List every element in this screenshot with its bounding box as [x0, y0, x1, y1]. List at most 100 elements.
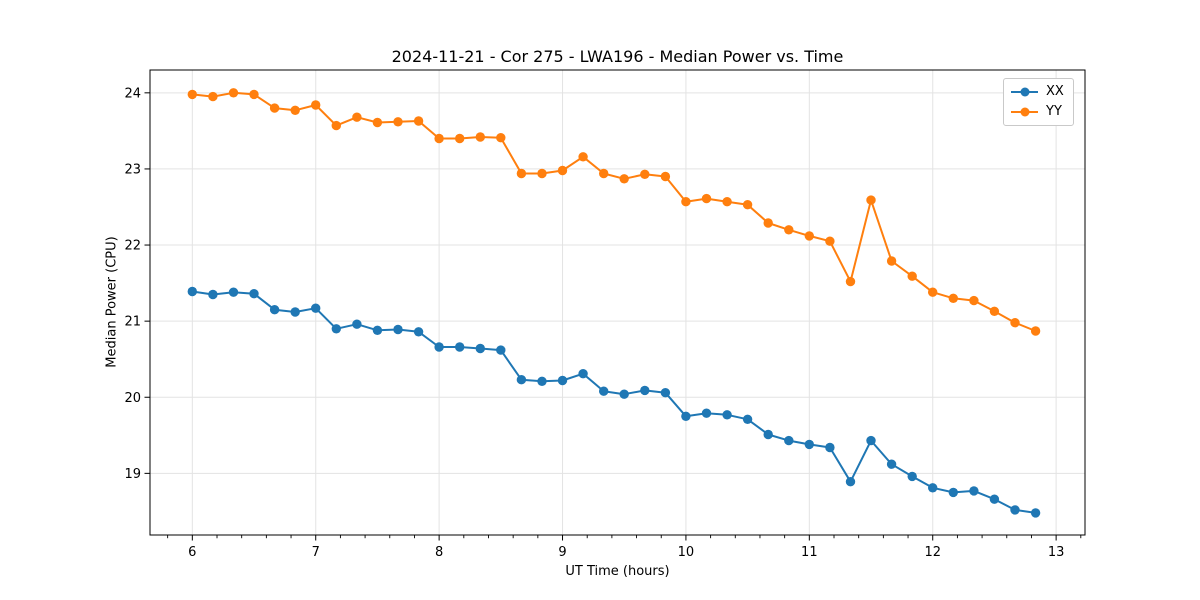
x-tick-label: 13 [1048, 545, 1065, 560]
data-point-XX [845, 477, 856, 487]
data-point-XX [393, 324, 403, 335]
y-tick-label: 21 [124, 315, 141, 330]
chart-title: 2024-11-21 - Cor 275 - LWA196 - Median P… [391, 47, 844, 66]
data-point-XX [640, 385, 650, 396]
data-point-XX [701, 408, 712, 418]
data-point-YY [989, 306, 1000, 316]
data-point-XX [886, 459, 897, 469]
data-point-YY [578, 152, 588, 162]
data-point-YY [331, 120, 341, 131]
data-point-XX [722, 410, 732, 420]
x-tick-label: 12 [924, 545, 941, 560]
data-point-YY [393, 117, 403, 127]
data-point-YY [886, 256, 897, 266]
data-point-YY [948, 293, 958, 303]
x-tick-label: 10 [678, 545, 695, 560]
data-point-XX [537, 376, 547, 386]
data-point-XX [784, 435, 794, 446]
data-point-YY [187, 89, 197, 100]
data-point-YY [496, 133, 506, 143]
data-point-YY [516, 168, 527, 179]
legend-label-YY: YY [1046, 104, 1062, 119]
data-point-YY [455, 133, 465, 144]
data-point-XX [269, 305, 280, 315]
data-point-XX [208, 289, 218, 300]
x-tick-label: 6 [188, 545, 196, 560]
y-tick-label: 24 [124, 86, 141, 101]
y-tick-label: 20 [124, 391, 141, 406]
data-point-XX [989, 494, 1000, 504]
data-point-XX [804, 439, 814, 450]
data-point-XX [578, 369, 588, 379]
data-point-YY [269, 103, 280, 113]
x-tick-label: 8 [435, 545, 443, 560]
data-point-YY [228, 88, 239, 98]
data-point-YY [722, 197, 732, 207]
data-point-YY [311, 100, 321, 110]
data-point-YY [1010, 318, 1020, 328]
data-point-XX [311, 303, 321, 313]
data-point-XX [763, 429, 773, 440]
data-point-XX [496, 345, 506, 355]
series-line-YY [192, 91, 1036, 332]
axes-spines [149, 69, 1086, 536]
data-point-XX [1030, 508, 1041, 518]
data-point-YY [208, 91, 218, 102]
data-point-XX [290, 307, 300, 317]
data-point-YY [249, 89, 259, 100]
data-point-XX [619, 389, 629, 399]
data-point-XX [742, 414, 753, 424]
data-point-YY [928, 287, 938, 297]
data-point-YY [599, 168, 609, 179]
data-point-XX [516, 375, 527, 385]
data-point-YY [413, 116, 424, 126]
data-point-XX [557, 375, 568, 386]
data-point-YY [640, 169, 650, 179]
data-point-XX [660, 388, 671, 398]
data-point-XX [413, 327, 424, 337]
data-point-XX [434, 342, 444, 352]
data-point-XX [681, 411, 691, 421]
data-point-YY [866, 195, 876, 205]
data-point-XX [455, 342, 465, 352]
x-tick-label: 11 [801, 545, 818, 560]
data-point-YY [681, 197, 691, 207]
data-point-XX [866, 435, 876, 446]
legend-item-XX: XX [1011, 84, 1064, 100]
data-point-XX [249, 289, 259, 299]
legend-label-XX: XX [1046, 84, 1064, 99]
y-axis-label: Median Power (CPU) [104, 236, 120, 368]
data-point-YY [969, 295, 979, 306]
data-point-YY [475, 132, 485, 142]
legend: XX YY [1003, 78, 1074, 126]
data-point-XX [948, 487, 958, 498]
data-point-XX [928, 483, 938, 493]
data-point-XX [475, 343, 485, 354]
data-point-XX [352, 319, 362, 329]
data-point-YY [537, 168, 547, 179]
data-point-YY [619, 174, 629, 184]
data-point-XX [331, 324, 341, 334]
data-point-YY [763, 218, 773, 228]
legend-marker-YY [1011, 104, 1038, 120]
data-point-YY [825, 236, 835, 246]
data-point-YY [907, 271, 917, 281]
y-tick-label: 19 [124, 467, 141, 482]
legend-item-YY: YY [1011, 104, 1064, 120]
data-point-XX [599, 386, 609, 396]
x-tick-label: 7 [312, 545, 320, 560]
data-point-YY [557, 165, 568, 176]
data-point-YY [372, 117, 383, 128]
x-tick-label: 9 [558, 545, 566, 560]
y-tick-label: 22 [124, 239, 141, 254]
x-axis-label: UT Time (hours) [565, 564, 670, 579]
data-point-YY [660, 171, 671, 182]
data-point-YY [290, 105, 300, 116]
data-point-YY [1030, 326, 1041, 336]
data-point-XX [187, 286, 197, 297]
data-point-XX [825, 442, 835, 453]
data-point-XX [969, 486, 979, 496]
data-point-YY [434, 133, 444, 144]
data-point-YY [845, 276, 856, 287]
